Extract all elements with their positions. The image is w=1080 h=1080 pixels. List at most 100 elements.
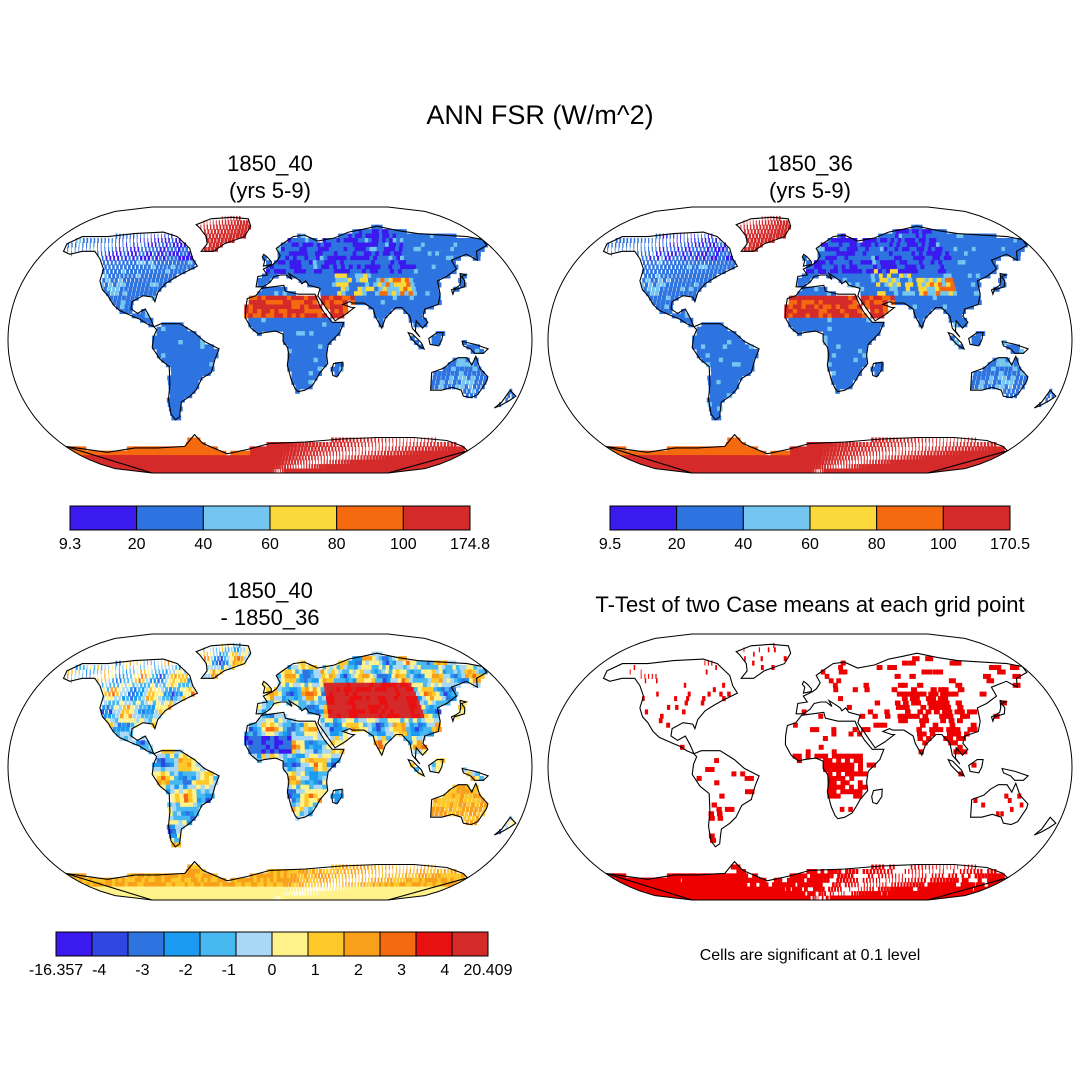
colorbar-swatch [742,505,811,531]
panel-3-title: 1850_40 - 1850_36 [20,577,520,631]
coastline-northamerica [62,658,199,755]
panel-3-map [7,633,533,901]
panel-3-title-line2: - 1850_36 [220,605,320,630]
colorbar-swatch [451,931,489,957]
coastline-eurasia [255,652,488,765]
colorbar-swatch [415,931,453,957]
map-border [547,206,1073,474]
coastline-northamerica [62,231,199,328]
colorbar-swatch [55,931,93,957]
colorbar-swatch [269,505,338,531]
coastline-southamerica [151,323,220,421]
colorbar-swatch [271,931,309,957]
panel-2-title-line2: (yrs 5-9) [769,178,851,203]
coastline-africa [244,711,345,820]
coastline-eurasia [795,652,1028,765]
coastline-newguinea [1001,340,1030,354]
colorbar-tick-label: 40 [734,536,753,553]
colorbar-swatch [307,931,345,957]
colorbar-tick-label: 3 [397,962,407,979]
colorbar-tick-label: 20.409 [463,962,513,979]
coastline-newzealand [493,389,517,409]
colorbar-swatch [202,505,271,531]
coastline-britain [801,253,812,267]
colorbar-tick-label: 60 [261,536,279,553]
colorbar-tick-label: -3 [135,962,150,979]
panel-2-title-line1: 1850_36 [767,151,853,176]
coastline-sumatra [407,758,426,778]
panel-2-map [547,206,1073,474]
coastline-japan [450,699,469,724]
coastline-sumatra [947,758,966,778]
colorbar-swatch [676,505,744,531]
colorbar-tick-label: 80 [327,536,346,553]
significance-note: Cells are significant at 0.1 level [699,947,921,964]
panel-1-colorbar-labels: 9.3 20 40 60 80 100 174.8 [59,536,490,556]
colorbar-tick-label: -2 [178,962,193,979]
panel-1-colorbar [69,505,471,531]
coastline-australia [430,354,489,399]
colorbar-swatch [809,505,878,531]
coastline-newguinea [1001,767,1030,781]
coastline-madagascar [331,788,343,805]
panel-3-title-line1: 1850_40 [227,578,313,603]
coastline-northamerica [602,231,739,328]
colorbar-tick-label: 80 [867,536,886,553]
colorbar-tick-label: 4 [440,962,450,979]
colorbar-tick-label: 9.5 [598,536,622,553]
panel-3-colorbar-labels: -16.357 -4 -3 -2 -1 0 1 2 3 4 20.409 [29,962,513,982]
panel-1-map [7,206,533,474]
coastline-britain [261,253,272,267]
coastline-borneo [428,759,444,774]
colorbar-tick-label: 1 [310,962,320,979]
colorbar-tick-label: 100 [389,536,417,553]
coastline-sumatra [947,331,966,351]
colorbar-tick-label: -4 [92,962,107,979]
coastline-madagascar [871,788,883,805]
colorbar-swatch [91,931,129,957]
coastline-japan [990,699,1009,724]
colorbar-swatch [343,931,381,957]
coastline-britain [801,680,812,694]
coastline-madagascar [871,361,883,378]
map-border [7,633,533,901]
coastline-antarctica [605,860,1009,900]
coastline-eurasia [795,225,1028,338]
colorbar-swatch [379,931,417,957]
coastline-greenland [735,643,792,679]
colorbar-tick-label: 170.5 [989,536,1031,553]
colorbar-swatch [127,931,165,957]
coastline-britain [261,680,272,694]
colorbar-swatch [942,505,1011,531]
coastline-australia [970,354,1029,399]
coastline-antarctica [65,860,469,900]
colorbar-swatch [336,505,404,531]
map-border [7,206,533,474]
panel-2-title: 1850_36 (yrs 5-9) [560,150,1060,204]
map-border [547,633,1073,901]
panel-1-title: 1850_40 (yrs 5-9) [20,150,520,204]
colorbar-swatch [163,931,201,957]
colorbar-tick-label: 40 [194,536,213,553]
panel-1-title-line1: 1850_40 [227,151,313,176]
coastline-madagascar [331,361,343,378]
panel-4-map [547,633,1073,901]
colorbar-swatch [199,931,237,957]
coastline-australia [970,781,1029,826]
coastline-borneo [968,759,984,774]
map-background [548,634,1072,900]
coastline-eurasia [255,225,488,338]
panel-4-title-line1: T-Test of two Case means at each grid po… [595,592,1025,617]
coastline-newguinea [461,340,490,354]
colorbar-swatch [609,505,678,531]
panel-1-title-line2: (yrs 5-9) [229,178,311,203]
panel-2-colorbar-labels: 9.5 20 40 60 80 100 170.5 [599,536,1030,556]
coastline-newzealand [1033,816,1057,836]
coastline-newzealand [1033,389,1057,409]
coastline-greenland [735,216,792,252]
colorbar-tick-label: 2 [353,962,363,979]
map-cells [605,215,1055,473]
colorbar-swatch [69,505,138,531]
colorbar-swatch [136,505,204,531]
panel-4-title: T-Test of two Case means at each grid po… [540,591,1080,618]
